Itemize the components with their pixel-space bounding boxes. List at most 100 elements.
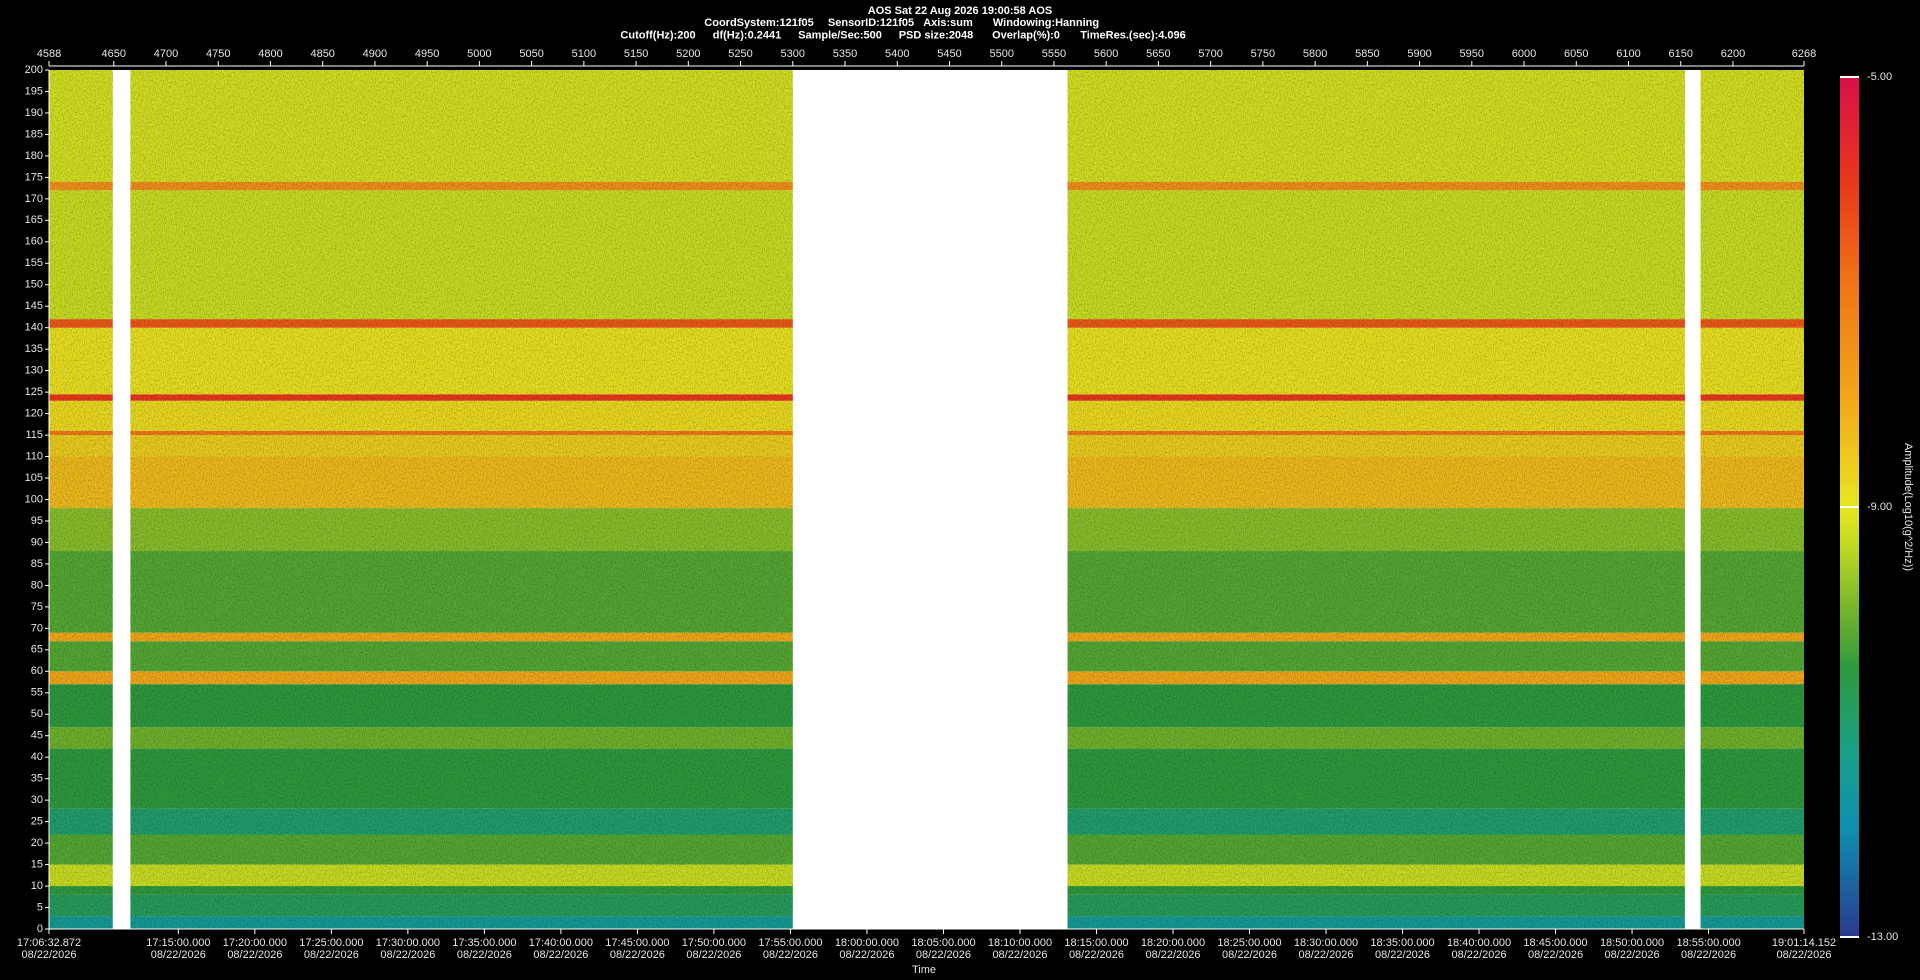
info-item: Windowing:Hanning: [993, 17, 1099, 29]
y-tick-label: 140: [25, 322, 43, 334]
time-tick-date: 08/22/2026: [839, 949, 894, 961]
time-tick-date: 08/22/2026: [1528, 949, 1583, 961]
x-tick-label: 5250: [728, 48, 752, 60]
y-tick-label: 180: [25, 150, 43, 162]
time-tick-date: 08/22/2026: [763, 949, 818, 961]
x-axis-title: Time: [912, 964, 936, 976]
info-item: Overlap(%):0: [992, 29, 1060, 41]
y-tick-label: 170: [25, 193, 43, 205]
y-tick-label: 160: [25, 236, 43, 248]
time-tick-label: 17:45:00.000: [605, 937, 669, 949]
time-tick-label: 17:40:00.000: [529, 937, 593, 949]
texture: [49, 70, 113, 929]
x-tick-label: 4650: [102, 48, 126, 60]
x-tick-label: 6050: [1564, 48, 1588, 60]
y-tick-label: 120: [25, 408, 43, 420]
time-tick-date: 08/22/2026: [304, 949, 359, 961]
time-tick-label: 19:01:14.152: [1772, 937, 1836, 949]
x-tick-label: 5000: [467, 48, 491, 60]
x-tick-label: 5450: [937, 48, 961, 60]
time-tick-label: 18:05:00.000: [911, 937, 975, 949]
y-tick-label: 5: [37, 901, 43, 913]
y-tick-label: 55: [31, 687, 43, 699]
y-tick-label: 95: [31, 515, 43, 527]
x-tick-label: 5550: [1042, 48, 1066, 60]
time-tick-date: 08/22/2026: [1069, 949, 1124, 961]
time-tick-label: 18:40:00.000: [1447, 937, 1511, 949]
time-tick-label: 17:06:32.872: [17, 937, 81, 949]
info-item: df(Hz):0.2441: [713, 29, 781, 41]
x-tick-label: 5850: [1355, 48, 1379, 60]
y-tick-label: 75: [31, 601, 43, 613]
x-tick-label: 4850: [310, 48, 334, 60]
time-tick-label: 18:00:00.000: [835, 937, 899, 949]
time-tick-date: 08/22/2026: [1776, 949, 1831, 961]
time-tick-date: 08/22/2026: [1222, 949, 1277, 961]
x-tick-label: 5050: [519, 48, 543, 60]
info-item: CoordSystem:121f05: [704, 17, 813, 29]
texture: [130, 70, 793, 929]
time-tick-date: 08/22/2026: [1681, 949, 1736, 961]
x-tick-label: 4750: [206, 48, 230, 60]
info-item: Sample/Sec:500: [798, 29, 882, 41]
y-tick-label: 110: [25, 450, 43, 462]
time-tick-label: 17:25:00.000: [299, 937, 363, 949]
y-tick-label: 150: [25, 279, 43, 291]
y-tick-label: 155: [25, 257, 43, 269]
time-tick-date: 08/22/2026: [457, 949, 512, 961]
y-tick-label: 15: [31, 858, 43, 870]
x-tick-label: 5950: [1460, 48, 1484, 60]
y-tick-label: 80: [31, 579, 43, 591]
time-tick-date: 08/22/2026: [1298, 949, 1353, 961]
y-tick-label: 50: [31, 708, 43, 720]
time-tick-label: 18:30:00.000: [1294, 937, 1358, 949]
time-tick-label: 18:50:00.000: [1600, 937, 1664, 949]
time-tick-label: 17:35:00.000: [452, 937, 516, 949]
time-tick-date: 08/22/2026: [610, 949, 665, 961]
y-tick-label: 195: [25, 85, 43, 97]
time-tick-date: 08/22/2026: [1452, 949, 1507, 961]
time-tick-date: 08/22/2026: [21, 949, 76, 961]
y-tick-label: 30: [31, 794, 43, 806]
y-tick-label: 25: [31, 816, 43, 828]
time-tick-label: 18:15:00.000: [1064, 937, 1128, 949]
time-tick-label: 18:45:00.000: [1523, 937, 1587, 949]
x-tick-label: 6000: [1512, 48, 1536, 60]
time-tick-date: 08/22/2026: [533, 949, 588, 961]
x-tick-label: 5650: [1146, 48, 1170, 60]
y-tick-label: 125: [25, 386, 43, 398]
y-tick-label: 65: [31, 644, 43, 656]
time-tick-date: 08/22/2026: [151, 949, 206, 961]
y-tick-label: 45: [31, 730, 43, 742]
y-tick-label: 20: [31, 837, 43, 849]
texture: [1700, 70, 1804, 929]
time-tick-label: 18:55:00.000: [1676, 937, 1740, 949]
y-tick-label: 130: [25, 365, 43, 377]
time-tick-date: 08/22/2026: [1145, 949, 1200, 961]
y-tick-label: 100: [25, 493, 43, 505]
x-tick-label: 4588: [37, 48, 61, 60]
x-tick-label: 5300: [781, 48, 805, 60]
y-tick-label: 70: [31, 622, 43, 634]
time-tick-label: 18:10:00.000: [988, 937, 1052, 949]
x-tick-label: 5100: [572, 48, 596, 60]
y-tick-label: 190: [25, 107, 43, 119]
info-item: Cutoff(Hz):200: [620, 29, 695, 41]
x-tick-label: 5500: [989, 48, 1013, 60]
time-tick-date: 08/22/2026: [1375, 949, 1430, 961]
y-tick-label: 40: [31, 751, 43, 763]
y-tick-label: 185: [25, 128, 43, 140]
x-tick-label: 4900: [363, 48, 387, 60]
time-tick-date: 08/22/2026: [992, 949, 1047, 961]
time-tick-date: 08/22/2026: [686, 949, 741, 961]
time-tick-label: 17:30:00.000: [376, 937, 440, 949]
x-tick-label: 5400: [885, 48, 909, 60]
y-tick-label: 60: [31, 665, 43, 677]
info-item: TimeRes.(sec):4.096: [1080, 29, 1186, 41]
x-tick-label: 4700: [154, 48, 178, 60]
time-tick-date: 08/22/2026: [1605, 949, 1660, 961]
y-tick-label: 165: [25, 214, 43, 226]
info-item: PSD size:2048: [899, 29, 974, 41]
